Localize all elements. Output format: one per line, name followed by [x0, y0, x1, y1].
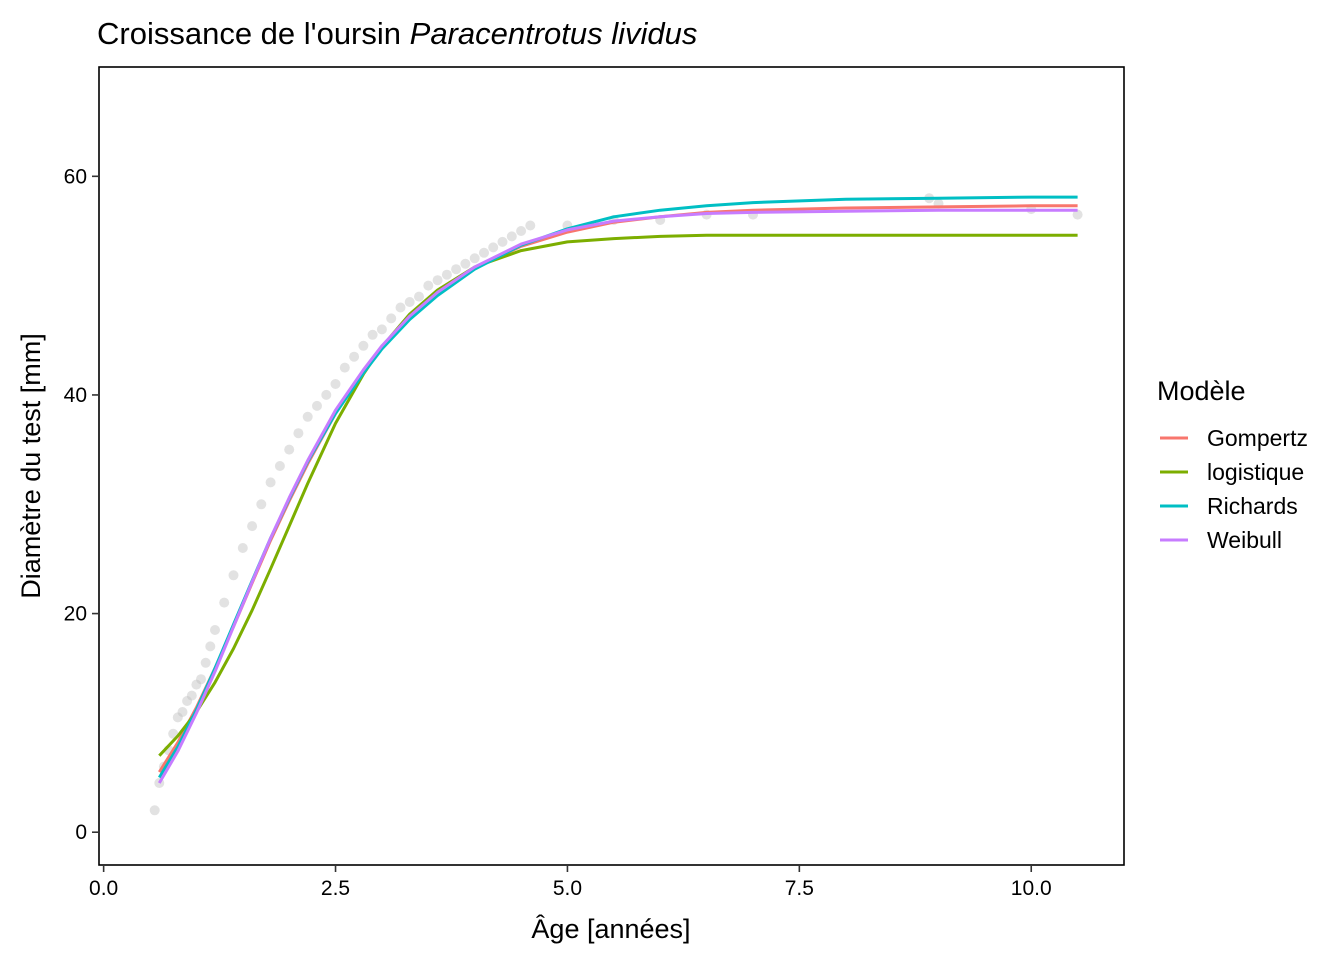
chart-title-species: Paracentrotus lividus: [410, 16, 698, 51]
data-point: [404, 297, 415, 307]
x-axis-title: Âge [années]: [531, 913, 690, 944]
data-point: [312, 400, 322, 411]
data-point: [256, 499, 267, 510]
data-point: [172, 712, 183, 723]
data-point: [321, 389, 332, 400]
data-point: [186, 690, 197, 701]
data-point: [441, 269, 452, 280]
x-tick-label: 2.5: [321, 877, 350, 900]
data-point: [451, 264, 462, 275]
data-point: [525, 220, 536, 231]
chart-title: Croissance de l'oursin Paracentrotus liv…: [97, 16, 697, 51]
y-tick-label: 20: [64, 603, 87, 626]
legend-label-weibull: Weibull: [1207, 527, 1282, 553]
legend-title: Modèle: [1157, 376, 1246, 406]
data-point: [284, 444, 295, 455]
data-point: [516, 226, 527, 236]
data-point: [488, 242, 499, 253]
data-point: [200, 657, 211, 668]
data-point: [149, 805, 160, 816]
curve-logistique: [158, 233, 1078, 757]
data-point: [196, 674, 206, 685]
y-tick-label: 40: [64, 384, 87, 407]
data-point: [1072, 209, 1083, 220]
data-point: [395, 302, 406, 313]
data-point: [265, 477, 276, 488]
legend-label-logistique: logistique: [1207, 459, 1304, 485]
data-point: [177, 707, 188, 717]
data-point: [376, 324, 387, 335]
data-point: [460, 258, 471, 269]
data-point: [237, 543, 248, 553]
y-axis: 0 20 40 60: [64, 165, 99, 844]
data-point: [497, 236, 508, 247]
curve-gompertz: [158, 204, 1078, 773]
data-point: [386, 313, 397, 324]
data-point: [358, 340, 369, 351]
x-tick-label: 10.0: [1011, 877, 1052, 900]
x-tick-label: 5.0: [553, 877, 582, 900]
x-tick-label: 7.5: [785, 877, 814, 900]
data-point: [349, 351, 360, 362]
scatter-points: [149, 193, 1083, 816]
y-tick-label: 60: [64, 165, 87, 188]
data-point: [210, 625, 220, 635]
data-point: [339, 362, 350, 373]
data-point: [479, 247, 489, 258]
data-point: [330, 379, 341, 389]
data-point: [274, 461, 285, 471]
data-point: [432, 275, 443, 286]
y-tick-label: 0: [75, 821, 87, 844]
data-point: [293, 428, 304, 439]
x-tick-label: 0.0: [89, 877, 118, 900]
y-axis-title: Diamètre du test [mm]: [16, 333, 46, 599]
data-point: [191, 679, 202, 690]
model-curves: [158, 195, 1078, 784]
data-point: [469, 253, 480, 264]
x-axis: 0.0 2.5 5.0 7.5 10.0: [89, 865, 1052, 900]
data-point: [506, 231, 517, 242]
legend: Modèle Gompertz logistique Richards Weibull: [1157, 376, 1308, 553]
data-point: [205, 641, 216, 652]
data-point: [228, 570, 239, 581]
data-point: [247, 521, 258, 532]
legend-label-gompertz: Gompertz: [1207, 425, 1308, 451]
data-point: [414, 291, 424, 302]
data-point: [423, 280, 434, 291]
data-point: [367, 329, 378, 340]
data-point: [182, 696, 193, 706]
data-point: [219, 597, 230, 608]
plot-panel-border: [98, 66, 1125, 866]
data-point: [302, 411, 313, 422]
legend-label-richards: Richards: [1207, 493, 1298, 519]
curve-weibull: [158, 208, 1078, 784]
chart-title-main: Croissance de l'oursin: [97, 16, 401, 51]
